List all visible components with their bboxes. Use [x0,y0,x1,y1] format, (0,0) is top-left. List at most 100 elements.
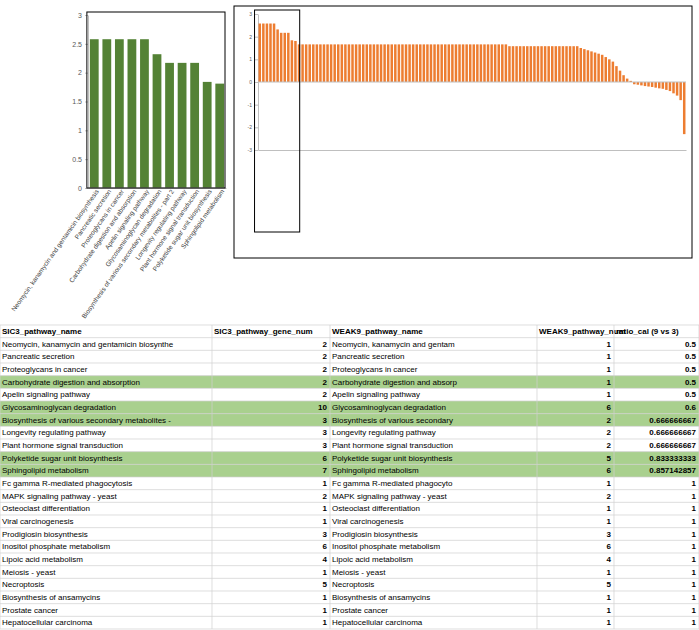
table-cell: Glycosaminoglycan degradation [2,403,116,412]
header-cell: WEAK9_pathway_num [539,327,626,336]
table-row: Longevity regulating pathway3Longevity r… [0,426,699,439]
table-cell: 6 [607,403,612,412]
table-cell: 1 [692,479,697,488]
table-cell: 2 [323,365,328,374]
table-cell: 2 [607,492,612,501]
table-cell: 1 [607,517,612,526]
row-line [0,540,699,541]
x-tick-label: Sphingolipid metabolism [179,188,226,250]
row-line [0,325,699,326]
table-cell: 1 [607,378,612,387]
table-cell: 1 [692,606,697,615]
bar [301,44,303,82]
table-cell: 6 [607,542,612,551]
table-row: Glycosaminoglycan degradation10Glycosami… [0,401,699,414]
table-cell: Biosynthesis of ansamycins [332,593,430,602]
bar [483,44,485,82]
row-line [0,477,699,478]
bar [537,46,539,82]
row-line [0,527,699,528]
bar [437,44,439,82]
table-row: Biosynthesis of various secondary metabo… [0,414,699,427]
col-line [330,325,331,629]
bar [572,46,574,82]
table-cell: 1 [692,580,697,589]
table-cell: 5 [607,580,612,589]
bar [458,44,460,82]
table-cell: Polyketide sugar unit biosynthesis [332,454,453,463]
bar [319,44,321,82]
bar [433,44,435,82]
x-axis [259,150,687,151]
table-cell: 3 [607,530,612,539]
bar [430,44,432,82]
y-tick-mark [255,82,258,83]
table-cell: Fc gamma R-mediated phagocytosis [2,479,132,488]
bar [530,46,532,82]
table-cell: 1 [692,517,697,526]
chart-frame [234,6,692,258]
table-cell: Prostate cancer [332,606,388,615]
bar [280,33,282,82]
bar [412,44,414,82]
row-line [0,603,699,604]
table-cell: 1 [607,568,612,577]
table-cell: 2 [607,416,612,425]
table-cell: 4 [607,555,612,564]
bar [612,62,614,82]
bar [519,46,521,82]
highlight-box [255,10,300,232]
table-cell: Proteoglycans in cancer [332,365,418,374]
y-tick: 1 [249,56,258,62]
bar [558,46,560,82]
bar [605,57,607,82]
bar [583,49,585,82]
bar [266,24,268,82]
y-tick-label: 1.5 [72,98,82,105]
bars [90,39,224,188]
table-row: Hepatocellular carcinoma1Hepatocellular … [0,616,699,629]
bar [480,44,482,82]
table-cell: Inositol phosphate metabolism [332,542,440,551]
table-row: Necroptosis5Necroptosis51 [0,578,699,591]
col-line [614,325,615,629]
row-bg [0,477,699,490]
table-cell: 1 [692,530,697,539]
header-cell: ratio_cal (9 vs 3) [616,327,679,336]
bar [555,46,557,82]
bar [165,63,174,188]
bar [115,39,124,188]
table-cell: 2 [323,378,328,387]
header-cell: SIC3_pathway_gene_num [214,327,313,336]
y-tick-mark [255,14,258,15]
table-row: Polyketide sugar unit biosynthesis6Polyk… [0,452,699,465]
y-tick: -3 [248,147,258,153]
row-line [0,439,699,440]
table-cell: Proteoglycans in cancer [2,365,88,374]
table-cell: 1 [692,555,697,564]
y-axis-line [88,16,89,189]
table-cell: Polyketide sugar unit biosynthesis [2,454,123,463]
highlight-box [87,12,225,188]
bar [512,46,514,82]
bar [462,44,464,82]
row-line [0,413,699,414]
bar [419,44,421,82]
bar [305,44,307,82]
table-cell: Biosynthesis of various secondary [332,416,453,425]
table-cell: Apelin signaling pathway [332,390,420,399]
bar [540,46,542,82]
bar [597,54,599,82]
table-cell: 1 [323,618,328,627]
bar [473,44,475,82]
bar [326,44,328,82]
header-cell: SIC3_pathway_name [2,327,82,336]
bar [294,41,296,82]
bar [426,44,428,82]
table-cell: 1 [323,504,328,513]
y-axis: 00.511.522.53 [72,12,88,192]
bar [662,82,664,89]
bar [351,44,353,82]
table-cell: Fc gamma R-mediated phagocyto [332,479,453,488]
bar [448,44,450,82]
